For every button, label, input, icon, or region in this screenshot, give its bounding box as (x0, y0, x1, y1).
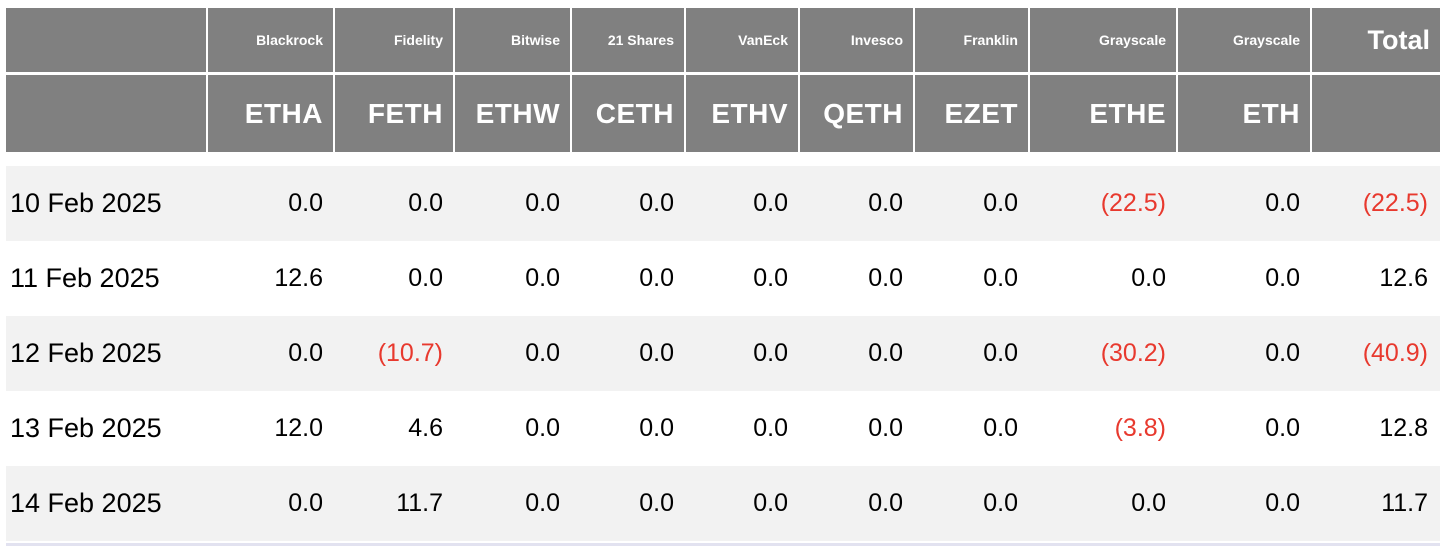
flow-value-cell: (10.7) (377, 339, 443, 367)
flow-value-cell: 0.0 (525, 339, 560, 367)
date-cell: 12 Feb 2025 (10, 338, 162, 368)
flow-value-cell: 0.0 (639, 189, 674, 217)
flow-value-cell: 0.0 (1131, 264, 1166, 292)
flow-value-cell: 0.0 (1265, 189, 1300, 217)
flow-value-cell: 0.0 (753, 189, 788, 217)
ticker-header: ETHE (1030, 75, 1178, 152)
table-row: 14 Feb 2025 0.0 11.7 0.0 0.0 0.0 0.0 0.0… (6, 466, 1440, 541)
table-row: 10 Feb 2025 0.0 0.0 0.0 0.0 0.0 0.0 0.0 … (6, 166, 1440, 241)
total-value-cell: 12.8 (1379, 414, 1428, 442)
flow-value-cell: 0.0 (983, 489, 1018, 517)
flow-value-cell: 0.0 (983, 189, 1018, 217)
flow-value-cell: 0.0 (753, 339, 788, 367)
flow-value-cell: 0.0 (639, 339, 674, 367)
date-cell: 13 Feb 2025 (10, 413, 162, 443)
total-value-cell: (22.5) (1362, 189, 1428, 217)
issuer-header: VanEck (686, 8, 800, 72)
issuer-header: Franklin (915, 8, 1030, 72)
issuer-header: Fidelity (335, 8, 455, 72)
ticker-header-row: ETHA FETH ETHW CETH ETHV QETH EZET ETHE … (6, 75, 1440, 152)
total-value-cell: 11.7 (1381, 489, 1428, 517)
total-column-header: Total (1312, 8, 1440, 72)
flow-value-cell: 0.0 (288, 189, 323, 217)
date-cell: 11 Feb 2025 (10, 263, 160, 293)
flow-value-cell: (3.8) (1114, 414, 1166, 442)
flow-value-cell: 12.0 (274, 414, 323, 442)
flow-value-cell: 0.0 (525, 264, 560, 292)
flow-value-cell: 0.0 (753, 264, 788, 292)
flow-value-cell: 0.0 (868, 189, 903, 217)
flow-value-cell: (22.5) (1100, 189, 1166, 217)
ticker-header: ETHW (455, 75, 572, 152)
date-column-subheader (6, 75, 208, 152)
issuer-header: Grayscale (1178, 8, 1312, 72)
ticker-header: FETH (335, 75, 455, 152)
flow-value-cell: 0.0 (983, 339, 1018, 367)
flow-value-cell: 0.0 (868, 339, 903, 367)
flow-value-cell: 0.0 (639, 489, 674, 517)
table-row: 13 Feb 2025 12.0 4.6 0.0 0.0 0.0 0.0 0.0… (6, 391, 1440, 466)
flow-value-cell: 12.6 (274, 264, 323, 292)
issuer-header-row: Blackrock Fidelity Bitwise 21 Shares Van… (6, 8, 1440, 72)
total-column-subheader (1312, 75, 1440, 152)
flow-value-cell: 0.0 (639, 414, 674, 442)
ticker-header: EZET (915, 75, 1030, 152)
issuer-header: Invesco (800, 8, 915, 72)
flow-value-cell: 0.0 (1265, 489, 1300, 517)
table-row: 11 Feb 2025 12.6 0.0 0.0 0.0 0.0 0.0 0.0… (6, 241, 1440, 316)
date-cell: 14 Feb 2025 (10, 488, 162, 518)
total-value-cell: (40.9) (1362, 339, 1428, 367)
next-row-top-edge (6, 543, 1440, 546)
flow-value-cell: 0.0 (288, 339, 323, 367)
flow-value-cell: 0.0 (868, 264, 903, 292)
issuer-header: Grayscale (1030, 8, 1178, 72)
ticker-header: CETH (572, 75, 686, 152)
flow-value-cell: 11.7 (396, 489, 443, 517)
flow-value-cell: 0.0 (1265, 264, 1300, 292)
ticker-header: ETHV (686, 75, 800, 152)
ticker-header: ETHA (208, 75, 335, 152)
etf-flow-table: Blackrock Fidelity Bitwise 21 Shares Van… (6, 8, 1440, 546)
ticker-header: ETH (1178, 75, 1312, 152)
flow-value-cell: 0.0 (1131, 489, 1166, 517)
flow-value-cell: 0.0 (639, 264, 674, 292)
date-cell: 10 Feb 2025 (10, 188, 162, 218)
flow-value-cell: 0.0 (288, 489, 323, 517)
flow-value-cell: 0.0 (525, 414, 560, 442)
issuer-header: Bitwise (455, 8, 572, 72)
flow-value-cell: 0.0 (525, 489, 560, 517)
flow-value-cell: 0.0 (983, 264, 1018, 292)
flow-value-cell: (30.2) (1100, 339, 1166, 367)
flow-value-cell: 0.0 (408, 189, 443, 217)
flow-value-cell: 0.0 (753, 489, 788, 517)
flow-value-cell: 0.0 (1265, 414, 1300, 442)
flow-value-cell: 0.0 (753, 414, 788, 442)
issuer-header: Blackrock (208, 8, 335, 72)
flow-value-cell: 0.0 (1265, 339, 1300, 367)
issuer-header: 21 Shares (572, 8, 686, 72)
total-value-cell: 12.6 (1379, 264, 1428, 292)
ticker-header: QETH (800, 75, 915, 152)
flow-value-cell: 0.0 (868, 414, 903, 442)
table-row: 12 Feb 2025 0.0 (10.7) 0.0 0.0 0.0 0.0 0… (6, 316, 1440, 391)
flow-value-cell: 0.0 (868, 489, 903, 517)
flow-value-cell: 0.0 (983, 414, 1018, 442)
date-column-header (6, 8, 208, 72)
flow-value-cell: 0.0 (408, 264, 443, 292)
flow-value-cell: 4.6 (408, 414, 443, 442)
flow-value-cell: 0.0 (525, 189, 560, 217)
